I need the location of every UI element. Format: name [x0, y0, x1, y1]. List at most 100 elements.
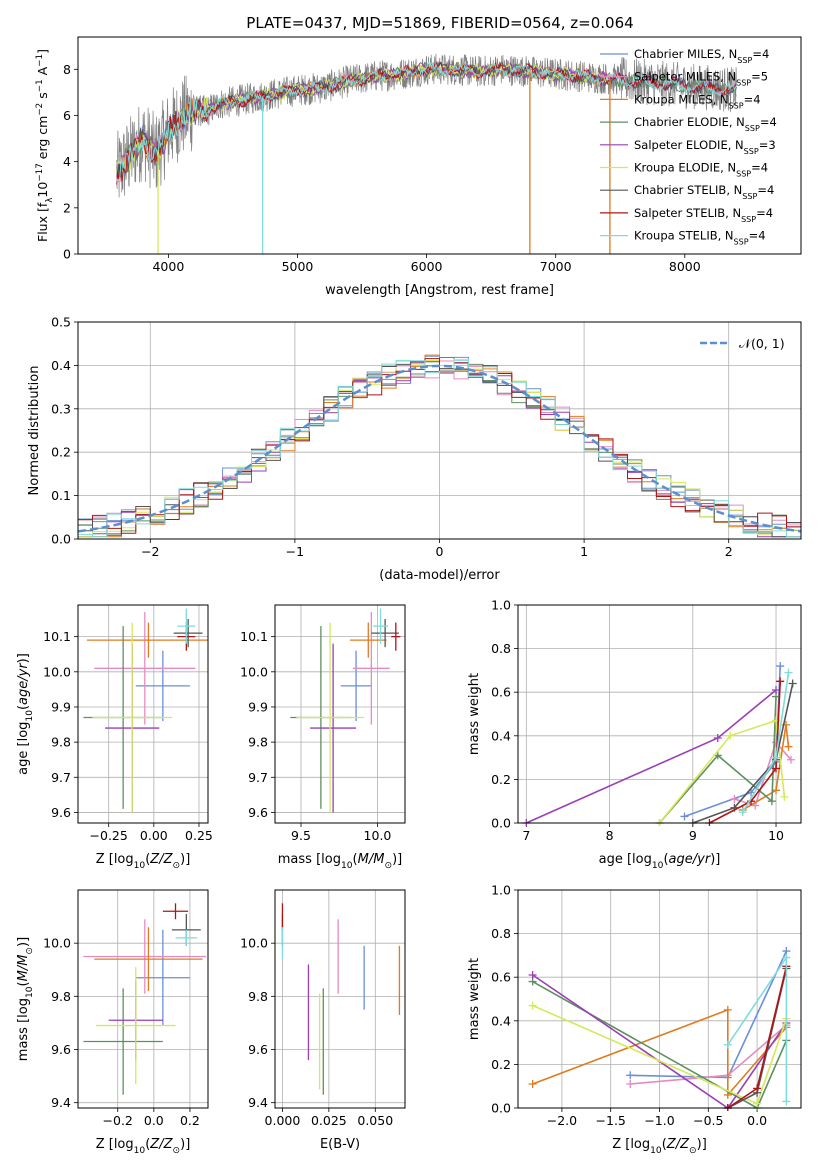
label-part: −2 — [35, 103, 45, 116]
model-spectrum-kroupa-stelib — [116, 61, 737, 182]
label-part: ( — [16, 705, 31, 710]
y-tick-label: 10.0 — [240, 664, 268, 679]
weight-line-kroupa-miles — [532, 1008, 788, 1098]
y-tick-label: 0.1 — [51, 488, 71, 503]
weight-marker-kroupa-miles — [784, 742, 793, 751]
model-spectrum-chabrier-stelib — [116, 61, 737, 178]
x-tick-label: 7000 — [540, 259, 572, 274]
label-part: =4 — [756, 206, 773, 220]
label-part: =4 — [749, 229, 766, 243]
label-part: 10 — [25, 710, 35, 722]
label-part: =5 — [751, 70, 768, 84]
y-axis-label: Flux [fλ10−17 erg cm−2 s−1 A−1] — [35, 49, 55, 242]
weight-marker-kroupa-miles — [528, 1080, 537, 1089]
label-part: Salpeter MILES, N — [634, 70, 736, 84]
legend-entry: Kroupa STELIB, NSSP=4 — [634, 229, 766, 247]
normal-reference-curve — [78, 364, 801, 533]
y-tick-label: 9.9 — [51, 699, 71, 714]
legend-entry: Chabrier MILES, NSSP=4 — [634, 47, 769, 65]
panel-weight_vs_Z: −2.0 −1.5 −1.0 −0.5 0.0 0.0 0.2 0.4 0.6 0.8 1.0 Z [… — [467, 883, 802, 1156]
label-part: ( — [353, 852, 358, 867]
y-tick-label: 2 — [63, 200, 71, 215]
y-tick-label: 10.1 — [43, 629, 71, 644]
label-part: Kroupa MILES, N — [634, 92, 729, 106]
legend-entry: 𝒩(0, 1) — [739, 336, 785, 351]
weight-marker-kroupa-elodie — [528, 1001, 537, 1010]
x-tick-label: 7 — [522, 828, 530, 843]
x-tick-label: −2 — [141, 544, 159, 559]
label-part: Salpeter ELODIE, N — [634, 138, 744, 152]
x-tick-label: −1.5 — [596, 1113, 626, 1128]
label-part: SSP — [741, 214, 756, 223]
weight-line-salpeter-stelib — [709, 681, 781, 824]
panels-layer: 4000 5000 6000 7000 8000 0 2 4 6 8 Chabrier MILES,… — [16, 36, 802, 1156]
label-part: SSP — [737, 56, 752, 65]
weight-marker-kroupa-miles — [772, 786, 781, 795]
x-tick-label: −1.0 — [644, 1113, 674, 1128]
weight-marker-kroupa-stelib — [784, 668, 793, 677]
histograms — [78, 354, 801, 538]
weight-marker-salpeter-elodie — [772, 686, 781, 695]
label-part: Z/Z — [149, 852, 173, 867]
x-tick-label: 8 — [606, 828, 614, 843]
x-tick-label: 9 — [689, 828, 697, 843]
x-tick-label: 9.5 — [291, 828, 311, 843]
weight-marker-chabrier-miles — [776, 662, 785, 671]
label-part: Salpeter STELIB, N — [634, 206, 741, 220]
y-tick-label: 10.0 — [43, 664, 71, 679]
panel-mass_vs_Z: −0.2 0.0 0.29.49.69.810.0Z [log10(Z/Z⊙)]ma… — [16, 889, 209, 1156]
panel-residual_histogram: −2 −1 0 1 2 0.0 0.1 0.2 0.3 0.4 0.5 𝒩(0, 1) (data-mo… — [27, 315, 802, 583]
y-tick-label: 0.6 — [491, 970, 511, 985]
label-part: =4 — [760, 115, 777, 129]
label-part: M/M — [358, 852, 385, 867]
weight-marker-salpeter-elodie — [713, 733, 722, 742]
label-part: =3 — [759, 138, 776, 152]
label-part: 10 — [25, 986, 35, 998]
x-tick-label: 0.000 — [265, 1113, 301, 1128]
label-part: Flux [f — [35, 202, 50, 242]
x-axis-label: E(B-V) — [320, 1137, 360, 1152]
legend-entry: Chabrier ELODIE, NSSP=4 — [634, 115, 777, 133]
weight-marker-salpeter-elodie — [528, 971, 537, 980]
label-part: )] — [710, 852, 720, 867]
label-part: SSP — [736, 78, 751, 87]
weight-marker-kroupa-stelib — [782, 1097, 791, 1106]
label-part: Z [log — [612, 1137, 650, 1152]
x-axis-label: Z [log10(Z/Z⊙)] — [96, 852, 191, 871]
y-tick-label: 0.0 — [491, 1101, 511, 1116]
x-tick-label: −0.2 — [103, 1113, 133, 1128]
x-tick-label: −2.0 — [547, 1113, 577, 1128]
label-part: SSP — [734, 237, 749, 246]
y-tick-label: 10.0 — [240, 936, 268, 951]
label-part: )] — [16, 653, 31, 663]
error-bars — [83, 608, 208, 813]
plot-frame — [77, 889, 209, 1109]
label-part: )] — [180, 852, 190, 867]
x-tick-label: 0.2 — [180, 1113, 200, 1128]
legend-entry: Kroupa ELODIE, NSSP=4 — [634, 161, 768, 179]
label-part: ⊙ — [25, 947, 35, 955]
spectrum-lines — [116, 53, 737, 254]
y-tick-label: 9.6 — [248, 1042, 268, 1057]
label-part: erg cm — [35, 116, 50, 164]
weight-marker-salpeter-stelib — [772, 764, 781, 773]
legend-entry: Salpeter STELIB, NSSP=4 — [634, 206, 773, 224]
x-tick-label: 1 — [580, 544, 588, 559]
y-tick-label: 0.4 — [491, 1013, 511, 1028]
y-tick-label: 0.8 — [491, 926, 511, 941]
y-tick-label: 9.9 — [248, 699, 268, 714]
plot-frame — [517, 889, 802, 1109]
y-tick-label: 0.8 — [491, 641, 511, 656]
label-part: age/yr — [16, 662, 31, 705]
label-part: SSP — [736, 169, 751, 178]
plot-frame — [77, 321, 802, 540]
error-bars — [83, 903, 207, 1095]
y-tick-label: 9.7 — [248, 770, 268, 785]
y-tick-label: 0 — [63, 247, 71, 262]
weight-marker-kroupa-elodie — [726, 731, 735, 740]
label-part: ( — [145, 1137, 150, 1152]
weight-marker-salpeter-miles — [626, 1080, 635, 1089]
panel-mass_vs_EBV: 0.000 0.025 0.050 9.4 9.6 9.8 10.0 E(B-V) — [240, 889, 406, 1152]
